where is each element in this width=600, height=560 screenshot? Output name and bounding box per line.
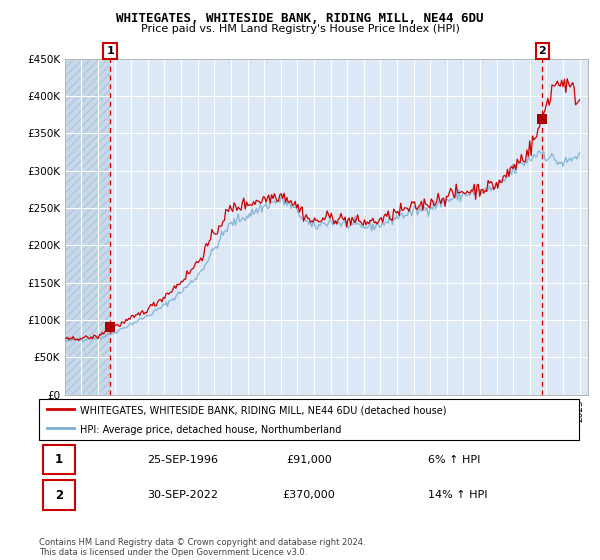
Text: £91,000: £91,000 <box>286 455 332 465</box>
Text: Contains HM Land Registry data © Crown copyright and database right 2024.
This d: Contains HM Land Registry data © Crown c… <box>39 538 365 557</box>
Text: 2: 2 <box>538 46 546 56</box>
Text: 2: 2 <box>55 488 63 502</box>
FancyBboxPatch shape <box>43 445 74 474</box>
Text: £370,000: £370,000 <box>283 490 335 500</box>
Text: Price paid vs. HM Land Registry's House Price Index (HPI): Price paid vs. HM Land Registry's House … <box>140 24 460 34</box>
Text: 1: 1 <box>55 453 63 466</box>
FancyBboxPatch shape <box>43 480 74 510</box>
Text: 14% ↑ HPI: 14% ↑ HPI <box>428 490 487 500</box>
Text: 25-SEP-1996: 25-SEP-1996 <box>147 455 218 465</box>
Text: 1: 1 <box>106 46 114 56</box>
Text: 30-SEP-2022: 30-SEP-2022 <box>147 490 218 500</box>
Text: WHITEGATES, WHITESIDE BANK, RIDING MILL, NE44 6DU (detached house): WHITEGATES, WHITESIDE BANK, RIDING MILL,… <box>79 405 446 416</box>
Text: HPI: Average price, detached house, Northumberland: HPI: Average price, detached house, Nort… <box>79 424 341 435</box>
Text: WHITEGATES, WHITESIDE BANK, RIDING MILL, NE44 6DU: WHITEGATES, WHITESIDE BANK, RIDING MILL,… <box>116 12 484 25</box>
Text: 6% ↑ HPI: 6% ↑ HPI <box>428 455 480 465</box>
